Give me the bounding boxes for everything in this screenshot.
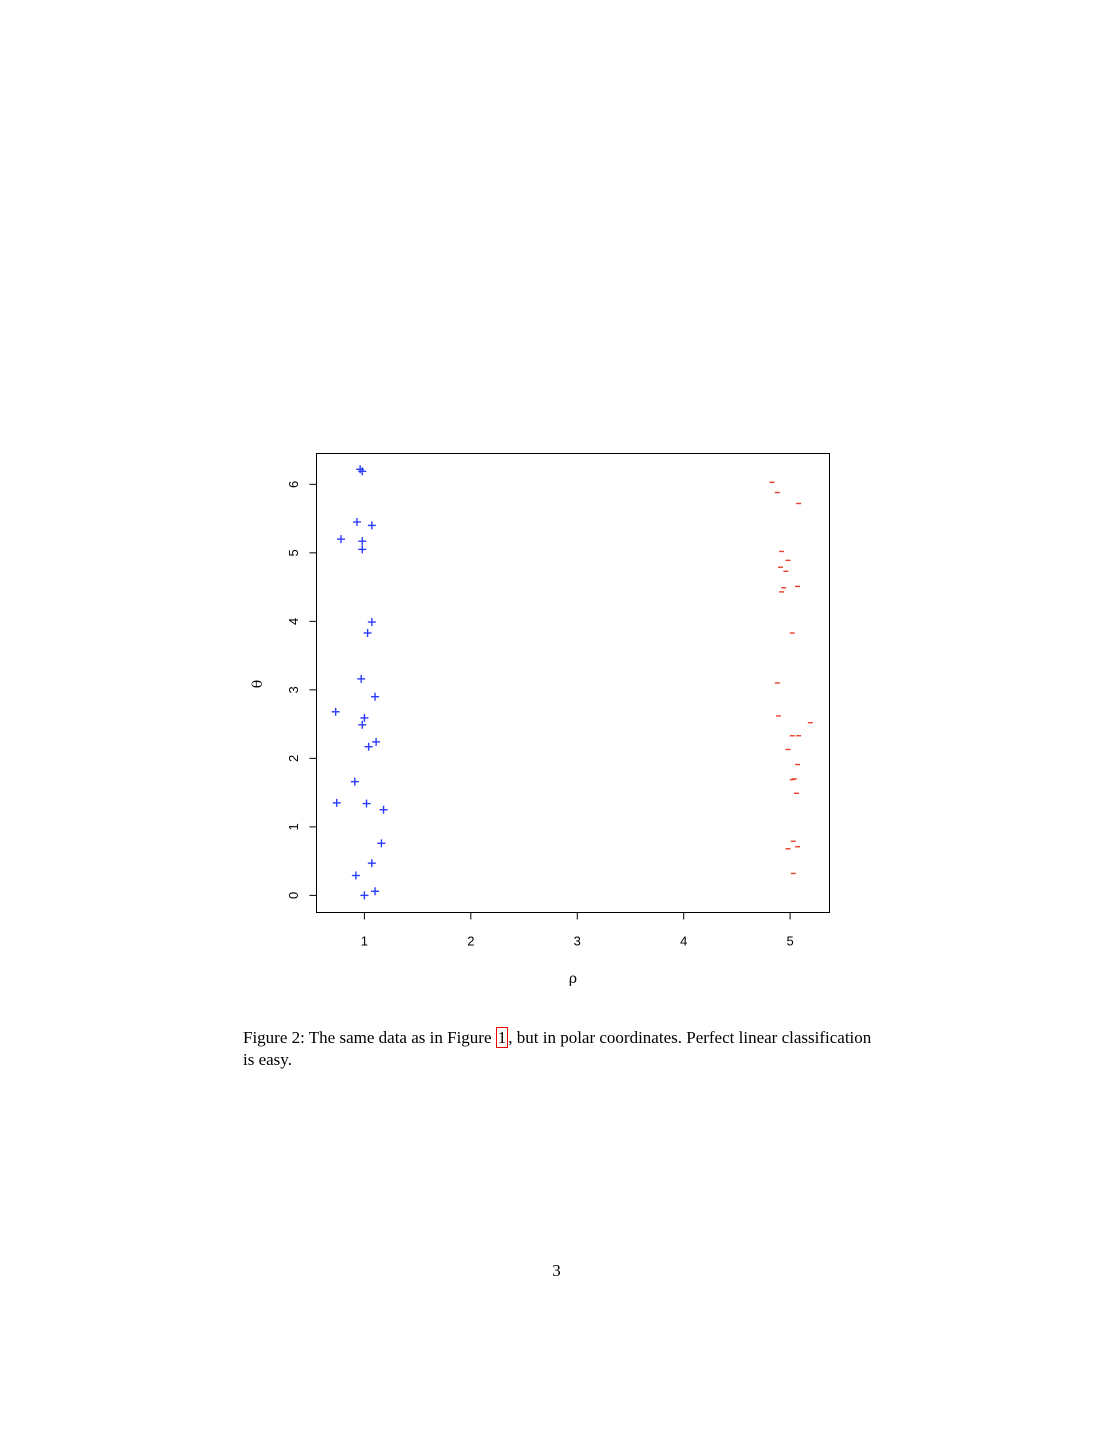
caption-text-continued: , but in polar coordinates. Perfect line… bbox=[243, 1028, 872, 1069]
plot-frame bbox=[316, 453, 830, 913]
plus-point bbox=[336, 535, 345, 544]
plus-point bbox=[358, 467, 367, 476]
plus-point bbox=[367, 859, 376, 868]
plus-point bbox=[360, 713, 369, 722]
plus-point bbox=[377, 839, 386, 848]
plus-point bbox=[360, 891, 369, 900]
x-tick-label: 3 bbox=[574, 934, 581, 949]
plus-point bbox=[362, 799, 371, 808]
page-number: 3 bbox=[552, 1261, 561, 1280]
caption-text: Figure 2: The same data as in Figure bbox=[243, 1028, 496, 1047]
y-tick-label: 2 bbox=[286, 755, 301, 762]
plus-point bbox=[332, 798, 341, 807]
plus-point bbox=[372, 737, 381, 746]
y-tick-label: 0 bbox=[286, 892, 301, 899]
plus-point bbox=[363, 628, 372, 637]
x-tick-label: 2 bbox=[467, 934, 474, 949]
figure-caption: Figure 2: The same data as in Figure 1, … bbox=[243, 1027, 873, 1071]
plus-point bbox=[331, 707, 340, 716]
x-tick-label: 1 bbox=[361, 934, 368, 949]
y-tick-label: 1 bbox=[286, 823, 301, 830]
plus-point bbox=[371, 887, 380, 896]
y-tick-label: 6 bbox=[286, 481, 301, 488]
y-tick-label: 3 bbox=[286, 686, 301, 693]
plus-point bbox=[379, 805, 388, 814]
plus-point bbox=[358, 720, 367, 729]
y-tick-label: 4 bbox=[286, 618, 301, 625]
plus-point bbox=[364, 742, 373, 751]
plus-point bbox=[351, 871, 360, 880]
y-axis-label: θ bbox=[250, 680, 266, 688]
x-tick-label: 4 bbox=[680, 934, 687, 949]
x-tick-label: 5 bbox=[787, 934, 794, 949]
plus-point bbox=[350, 777, 359, 786]
plus-point bbox=[358, 545, 367, 554]
scatter-plot: 1 2 3 4 5 0 1 2 3 4 5 6 ρ θ bbox=[250, 453, 830, 987]
plus-point bbox=[367, 521, 376, 530]
plus-point bbox=[367, 618, 376, 627]
plus-point bbox=[352, 518, 361, 527]
plus-point bbox=[357, 674, 366, 683]
x-axis-label: ρ bbox=[569, 971, 577, 987]
figure-reference-link[interactable]: 1 bbox=[495, 1027, 509, 1048]
y-tick-label: 5 bbox=[286, 549, 301, 556]
plus-point bbox=[358, 537, 367, 546]
plus-point bbox=[371, 692, 380, 701]
